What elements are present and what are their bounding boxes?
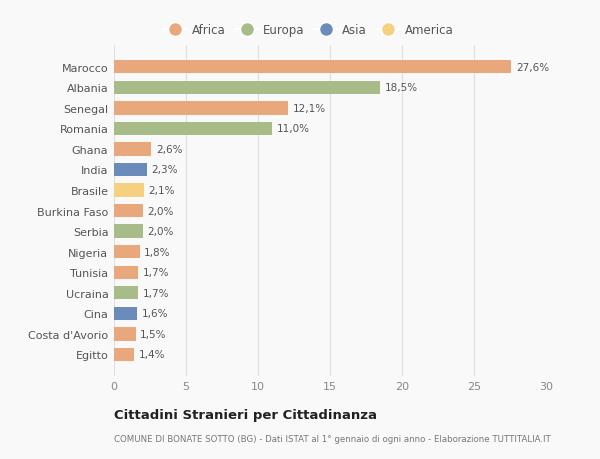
Text: 1,7%: 1,7% (143, 268, 169, 278)
Bar (114, 204, 143, 218)
Text: 1,7%: 1,7% (143, 288, 169, 298)
Bar (114, 81, 380, 95)
Bar (114, 123, 272, 136)
Bar (114, 61, 511, 74)
Text: 2,0%: 2,0% (147, 227, 173, 237)
Text: COMUNE DI BONATE SOTTO (BG) - Dati ISTAT al 1° gennaio di ogni anno - Elaborazio: COMUNE DI BONATE SOTTO (BG) - Dati ISTAT… (114, 434, 551, 443)
Bar (114, 286, 139, 300)
Bar (114, 102, 288, 115)
Bar (114, 184, 144, 197)
Text: 18,5%: 18,5% (385, 83, 418, 93)
Text: 2,6%: 2,6% (156, 145, 182, 155)
Bar (114, 143, 151, 156)
Text: 1,4%: 1,4% (139, 350, 165, 360)
Text: 1,8%: 1,8% (144, 247, 171, 257)
Bar (114, 348, 134, 361)
Bar (114, 328, 136, 341)
Bar (114, 246, 140, 259)
Text: Cittadini Stranieri per Cittadinanza: Cittadini Stranieri per Cittadinanza (114, 409, 377, 421)
Bar (114, 307, 137, 320)
Text: 2,3%: 2,3% (151, 165, 178, 175)
Legend: Africa, Europa, Asia, America: Africa, Europa, Asia, America (163, 24, 454, 37)
Bar (114, 266, 139, 280)
Text: 1,6%: 1,6% (142, 309, 168, 319)
Text: 11,0%: 11,0% (277, 124, 310, 134)
Text: 12,1%: 12,1% (293, 104, 326, 113)
Text: 2,1%: 2,1% (149, 185, 175, 196)
Text: 2,0%: 2,0% (147, 206, 173, 216)
Bar (114, 163, 147, 177)
Text: 1,5%: 1,5% (140, 329, 166, 339)
Text: 27,6%: 27,6% (516, 62, 549, 73)
Bar (114, 225, 143, 238)
